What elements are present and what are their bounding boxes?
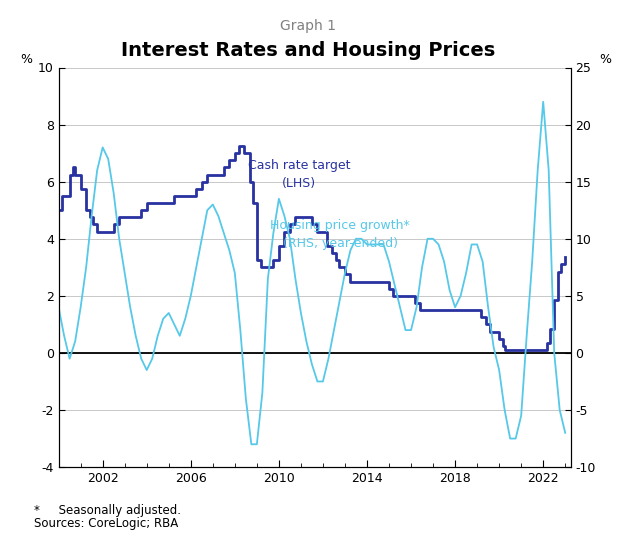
Text: Sources: CoreLogic; RBA: Sources: CoreLogic; RBA [34, 517, 178, 530]
Text: Interest Rates and Housing Prices: Interest Rates and Housing Prices [122, 40, 495, 59]
Text: %: % [599, 52, 611, 65]
Text: Graph 1: Graph 1 [281, 19, 336, 33]
Text: %: % [20, 52, 32, 65]
Text: *     Seasonally adjusted.: * Seasonally adjusted. [34, 504, 181, 517]
Text: Cash rate target
(LHS): Cash rate target (LHS) [248, 159, 350, 191]
Text: Housing price growth*
(RHS, year-ended): Housing price growth* (RHS, year-ended) [270, 219, 410, 251]
